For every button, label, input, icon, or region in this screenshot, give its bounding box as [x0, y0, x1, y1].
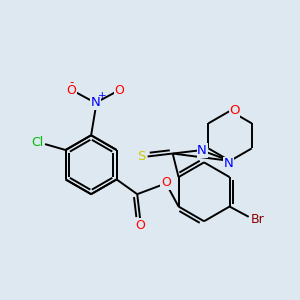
Text: +: +: [98, 92, 106, 101]
Text: -: -: [69, 76, 74, 89]
Text: N: N: [91, 96, 100, 110]
Text: N: N: [197, 144, 207, 157]
Text: O: O: [229, 104, 240, 117]
Text: O: O: [115, 84, 124, 97]
Text: N: N: [224, 157, 233, 170]
Text: O: O: [66, 84, 76, 97]
Text: S: S: [138, 150, 146, 163]
Text: Br: Br: [251, 213, 264, 226]
Text: Cl: Cl: [32, 136, 44, 149]
Text: O: O: [161, 176, 171, 190]
Text: O: O: [135, 219, 145, 232]
